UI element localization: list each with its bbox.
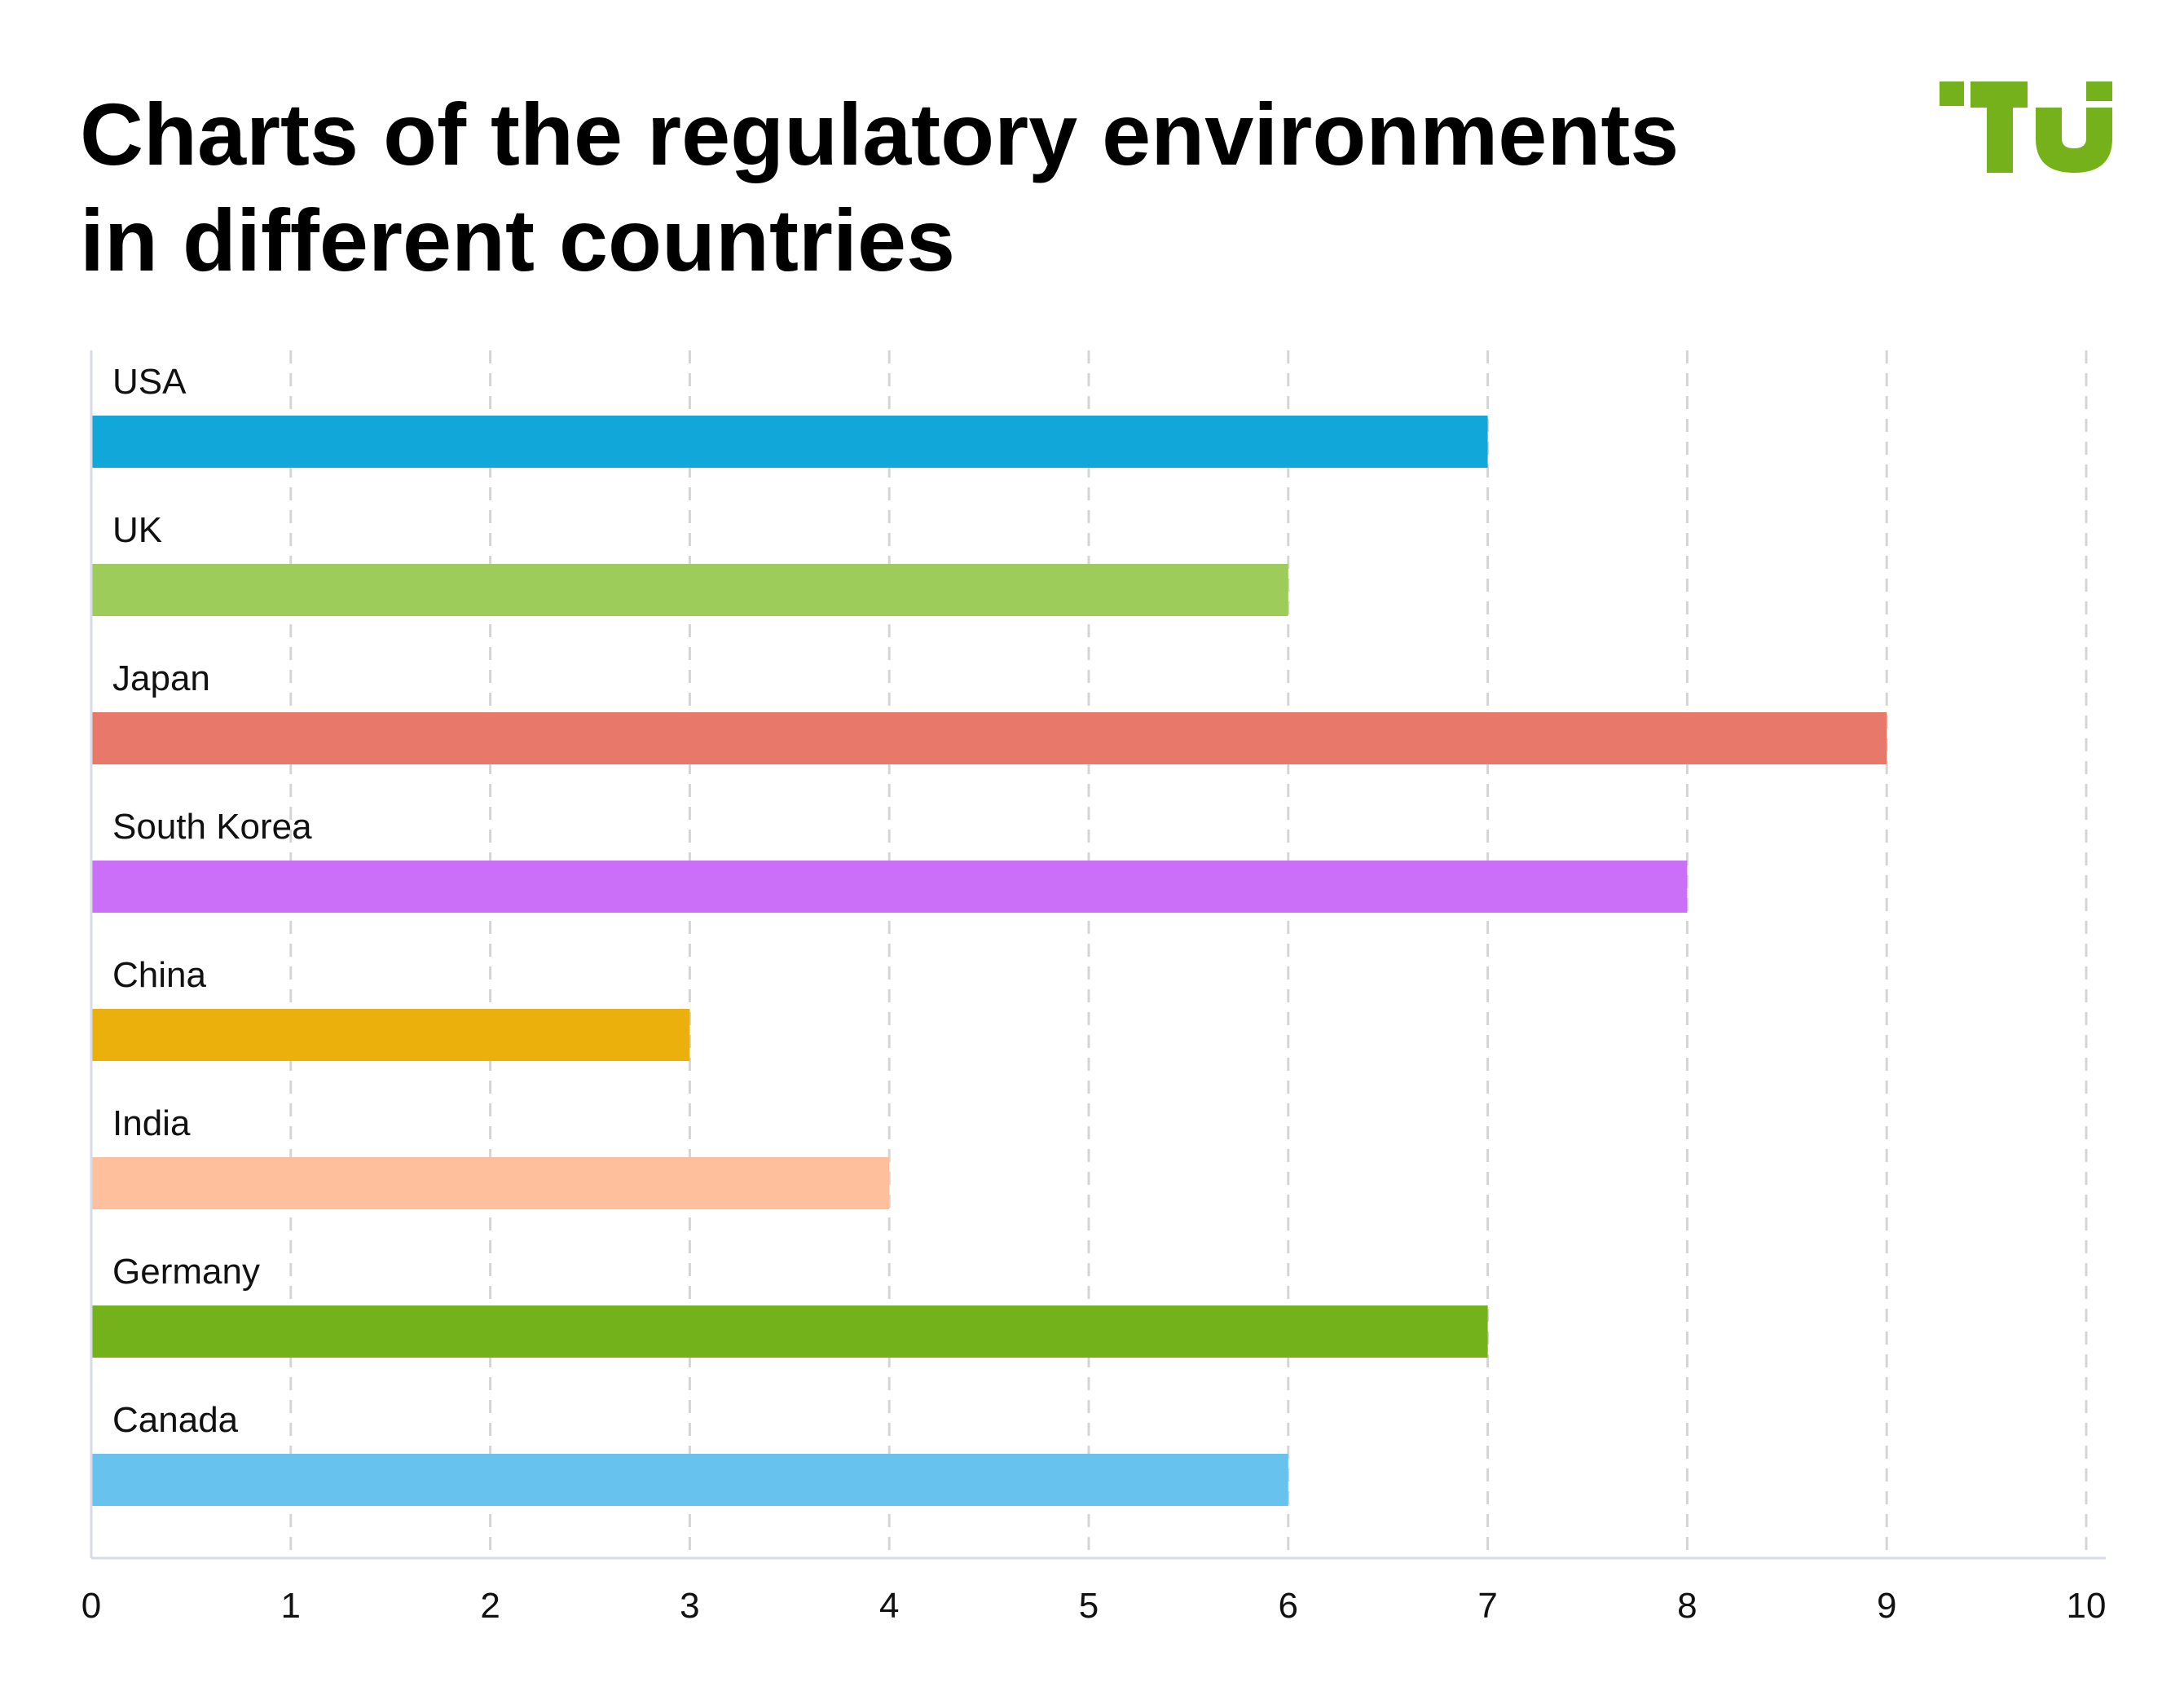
x-tick-label-3: 3 [680, 1586, 699, 1626]
x-tick-label-1: 1 [281, 1586, 301, 1626]
brand-logo: TU [1940, 81, 2112, 173]
bars [91, 416, 1887, 1506]
x-tick-label-2: 2 [480, 1586, 500, 1626]
category-label-usa: USA [112, 362, 187, 402]
bar-japan [91, 712, 1887, 764]
category-label-germany: Germany [112, 1252, 260, 1292]
chart-title: Charts of the regulatory environments in… [80, 81, 1791, 293]
x-tick-label-0: 0 [81, 1586, 101, 1626]
chart-title-line-1: Charts of the regulatory environments [80, 85, 1680, 183]
bar-usa [91, 416, 1488, 468]
x-tick-label-6: 6 [1279, 1586, 1298, 1626]
x-tick-label-5: 5 [1079, 1586, 1099, 1626]
x-axis: 0 1 2 3 4 5 6 7 8 9 10 [81, 350, 2107, 1626]
category-label-south-korea: South Korea [112, 807, 312, 847]
bar-china [91, 1009, 690, 1061]
x-tick-label-10: 10 [2067, 1586, 2107, 1626]
bar-uk [91, 564, 1288, 616]
category-label-china: China [112, 955, 206, 995]
chart-title-line-2: in different countries [80, 191, 956, 289]
x-tick-label-4: 4 [879, 1586, 899, 1626]
category-label-japan: Japan [112, 658, 210, 698]
category-label-india: India [112, 1103, 191, 1143]
category-label-uk: UK [112, 510, 162, 550]
x-tick-label-8: 8 [1677, 1586, 1697, 1626]
bar-india [91, 1157, 890, 1209]
bar-germany [91, 1305, 1488, 1358]
bar-south-korea [91, 861, 1688, 913]
x-tick-label-9: 9 [1877, 1586, 1896, 1626]
category-labels: USA UK Japan South Korea China India Germany Ca… [112, 362, 312, 1440]
x-tick-label-7: 7 [1477, 1586, 1497, 1626]
bar-canada [91, 1454, 1288, 1506]
grid-lines [289, 350, 2088, 1558]
category-label-canada: Canada [112, 1400, 239, 1440]
